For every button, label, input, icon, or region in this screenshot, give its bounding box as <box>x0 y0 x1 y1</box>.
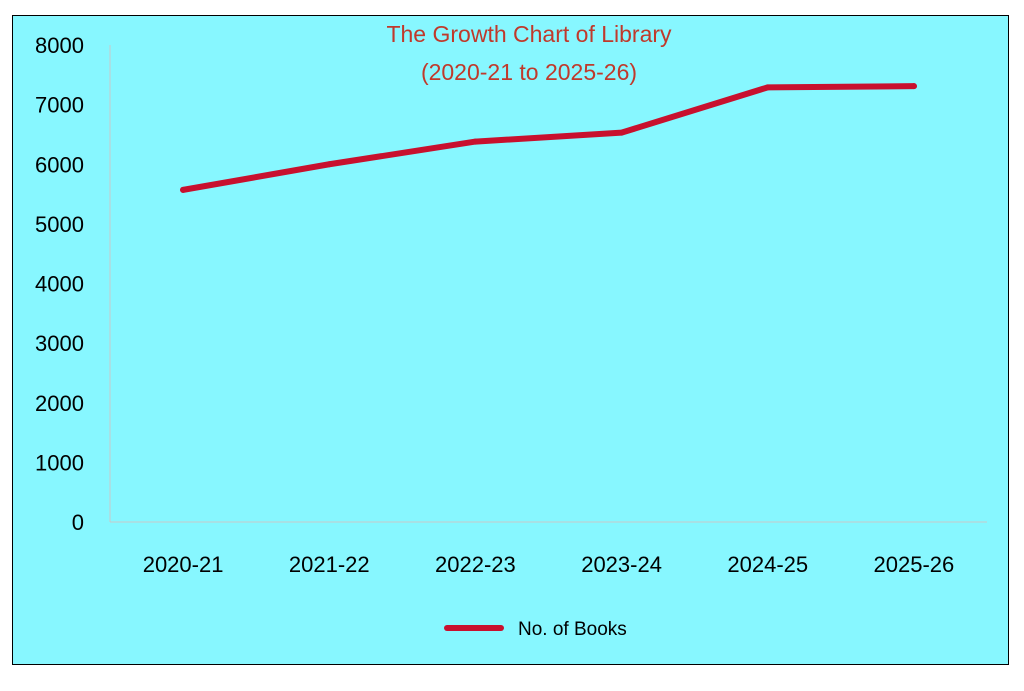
data-point <box>910 83 917 90</box>
legend: No. of Books <box>444 619 627 640</box>
y-tick-label: 3000 <box>35 331 84 356</box>
x-tick-label: 2021-22 <box>289 552 370 577</box>
x-tick-label: 2022-23 <box>435 552 516 577</box>
data-point <box>764 84 771 91</box>
y-tick-label: 0 <box>72 510 84 535</box>
data-point <box>472 138 479 145</box>
chart-title: The Growth Chart of Library <box>386 21 672 47</box>
y-axis-ticks: 0 1000 2000 3000 4000 5000 6000 7000 8000 <box>35 33 84 535</box>
data-point <box>326 161 333 168</box>
x-tick-label: 2024-25 <box>727 552 808 577</box>
x-tick-label: 2023-24 <box>581 552 662 577</box>
data-point <box>618 129 625 136</box>
legend-label-no-of-books: No. of Books <box>518 619 627 640</box>
series-layer <box>180 83 917 193</box>
x-tick-label: 2025-26 <box>874 552 955 577</box>
x-tick-label: 2020-21 <box>143 552 224 577</box>
y-tick-label: 5000 <box>35 212 84 237</box>
y-tick-label: 6000 <box>35 152 84 177</box>
chart-frame <box>12 15 1009 665</box>
y-tick-label: 4000 <box>35 272 84 297</box>
data-point <box>180 186 187 193</box>
y-tick-label: 1000 <box>35 450 84 475</box>
x-axis-ticks: 2020-21 2021-22 2022-23 2023-24 2024-25 2025-… <box>143 552 955 577</box>
y-tick-label: 2000 <box>35 391 84 416</box>
series-line-no-of-books <box>180 83 917 193</box>
y-tick-label: 7000 <box>35 93 84 118</box>
y-tick-label: 8000 <box>35 33 84 58</box>
chart-subtitle: (2020-21 to 2025-26) <box>421 59 637 85</box>
